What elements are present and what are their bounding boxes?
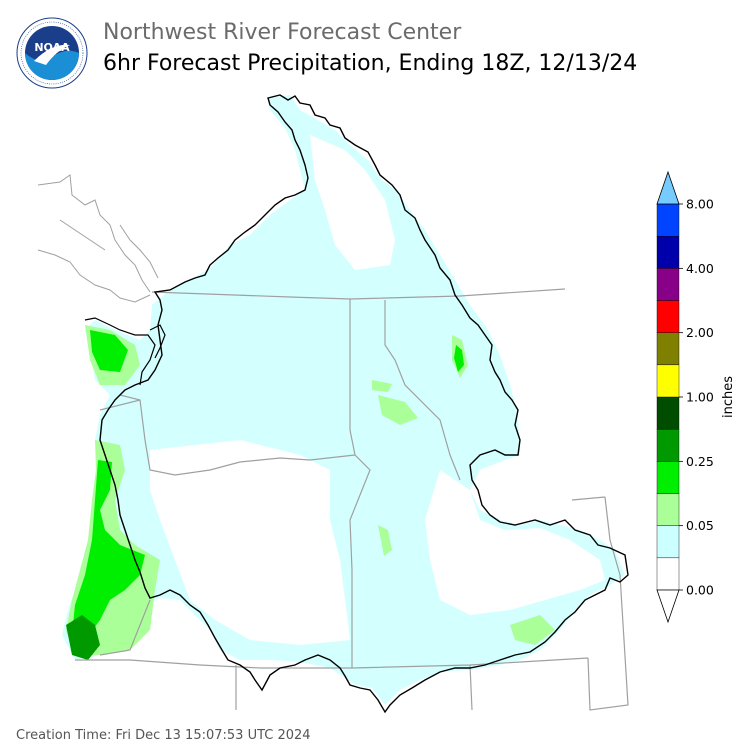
colorbar-tick-label: 0.25 (686, 454, 714, 469)
colorbar-swatch (656, 557, 680, 591)
colorbar-top-arrow (656, 170, 680, 205)
coastal-precip-very-heavy (66, 615, 100, 660)
state-borders (75, 288, 629, 711)
creation-time: Creation Time: Fri Dec 13 15:07:53 UTC 2… (16, 728, 311, 743)
colorbar-swatch (656, 428, 680, 462)
product-title: 6hr Forecast Precipitation, Ending 18Z, … (103, 51, 638, 76)
colorbar-swatch (656, 203, 680, 237)
org-title: Northwest River Forecast Center (103, 20, 462, 45)
interior-precip-patch-4 (378, 525, 392, 556)
colorbar-swatches (656, 203, 680, 591)
colorbar-tick-label: 1.00 (686, 390, 714, 405)
interior-precip-patch-1 (378, 395, 418, 425)
puget-sound-outline (84, 317, 166, 386)
basin-boundary (99, 94, 629, 714)
colorbar-swatch (656, 300, 680, 333)
logo-text: NOAA (34, 41, 70, 54)
colorbar-tick-label: 4.00 (686, 261, 714, 276)
colorbar-tick-label: 2.00 (686, 325, 714, 340)
dry-area-north (310, 135, 395, 270)
colorbar-swatch (656, 332, 680, 366)
precipitation-colorbar: 0.00 0.05 0.25 1.00 2.00 4.00 8.00 inches (656, 170, 736, 624)
colorbar-tick-label: 0.05 (686, 518, 714, 533)
colorbar-bottom-arrow (656, 589, 680, 624)
noaa-logo-icon: NOAA (16, 17, 88, 89)
dry-area-central (150, 440, 350, 645)
colorbar-tick-label: 8.00 (686, 197, 714, 212)
interior-precip-patch-3 (454, 345, 464, 372)
colorbar-tick-label: 0.00 (686, 583, 714, 598)
coastal-precip-heavy (72, 330, 145, 640)
colorbar-swatch (656, 235, 680, 269)
colorbar-unit-label: inches (721, 376, 736, 418)
interior-precip-patch-5 (510, 615, 555, 645)
colorbar-ticks: 0.00 0.05 0.25 1.00 2.00 4.00 8.00 (679, 197, 714, 598)
interior-precip-patch-6 (372, 380, 392, 392)
colorbar-swatch (656, 396, 680, 430)
colorbar-swatch (656, 461, 680, 494)
colorbar-swatch (656, 525, 680, 559)
colorbar-swatch (656, 364, 680, 398)
dry-area-east (425, 470, 605, 615)
colorbar-swatch (656, 268, 680, 301)
bc-coastline (37, 174, 159, 303)
colorbar-swatch (656, 493, 680, 526)
